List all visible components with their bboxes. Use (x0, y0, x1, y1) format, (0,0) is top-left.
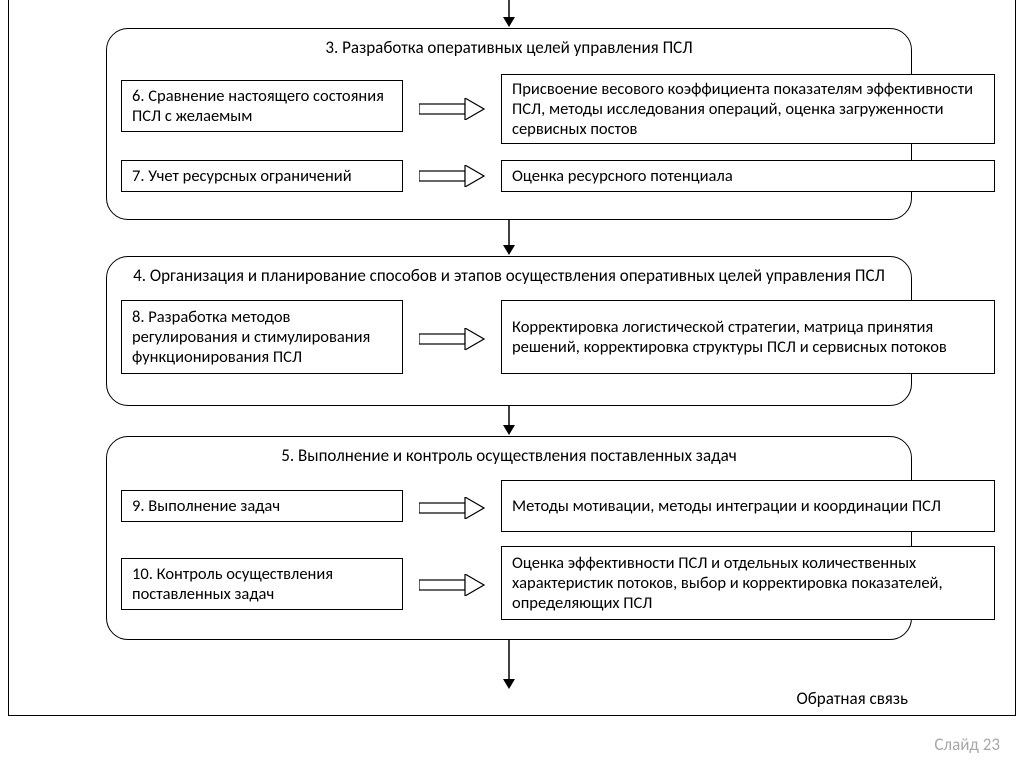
stage-5-row-1-left: 9. Выполнение задач (121, 490, 403, 522)
stage-5-row-2-left: 10. Контроль осуществления поставленных … (121, 558, 403, 610)
arrow-right-icon (419, 574, 485, 596)
arrow-down-out-of-stage5 (500, 640, 518, 690)
stage-3-row-1-left: 6. Сравнение настоящего состояния ПСЛ с … (121, 80, 403, 132)
stage-5-row-2-right: Оценка эффективности ПСЛ и отдельных кол… (501, 546, 995, 620)
arrow-right-icon (419, 497, 485, 519)
stage-3-row-2: 7. Учет ресурсных ограничений Оценка рес… (107, 154, 911, 198)
arrow-down-into-stage3 (500, 0, 518, 28)
arrow-down-stage4-to-5 (500, 406, 518, 436)
stage-5-row-1-right: Методы мотивации, методы интеграции и ко… (501, 480, 995, 532)
stage-3-row-1-right: Присвоение весового коэффициента показат… (501, 74, 995, 144)
arrow-down-stage3-to-4 (500, 220, 518, 256)
stage-3-title: 3. Разработка оперативных целей управлен… (107, 37, 911, 64)
arrow-right-icon (419, 328, 485, 350)
stage-4-row-1-right: Корректировка логистической стратегии, м… (501, 300, 995, 374)
arrow-right-icon (419, 165, 485, 187)
stage-3-row-2-right: Оценка ресурсного потенциала (501, 160, 995, 192)
stage-3-row-1: 6. Сравнение настоящего состояния ПСЛ с … (107, 70, 911, 148)
stage-3: 3. Разработка оперативных целей управлен… (106, 28, 912, 220)
stage-3-row-2-left: 7. Учет ресурсных ограничений (121, 160, 403, 192)
stage-5-title: 5. Выполнение и контроль осуществления п… (107, 445, 911, 472)
stage-5: 5. Выполнение и контроль осуществления п… (106, 436, 912, 640)
stage-4: 4. Организация и планирование способов и… (106, 256, 912, 406)
arrow-right-icon (419, 98, 485, 120)
stage-5-row-1: 9. Выполнение задач Методы мотивации, ме… (107, 478, 911, 538)
stage-4-row-1-left: 8. Разработка методов регулирования и ст… (121, 300, 403, 374)
stage-5-row-2: 10. Контроль осуществления поставленных … (107, 544, 911, 626)
feedback-label: Обратная связь (797, 688, 909, 709)
stage-4-row-1: 8. Разработка методов регулирования и ст… (107, 298, 911, 380)
stage-4-title: 4. Организация и планирование способов и… (107, 265, 911, 292)
slide-number: Слайд 23 (934, 734, 1000, 755)
